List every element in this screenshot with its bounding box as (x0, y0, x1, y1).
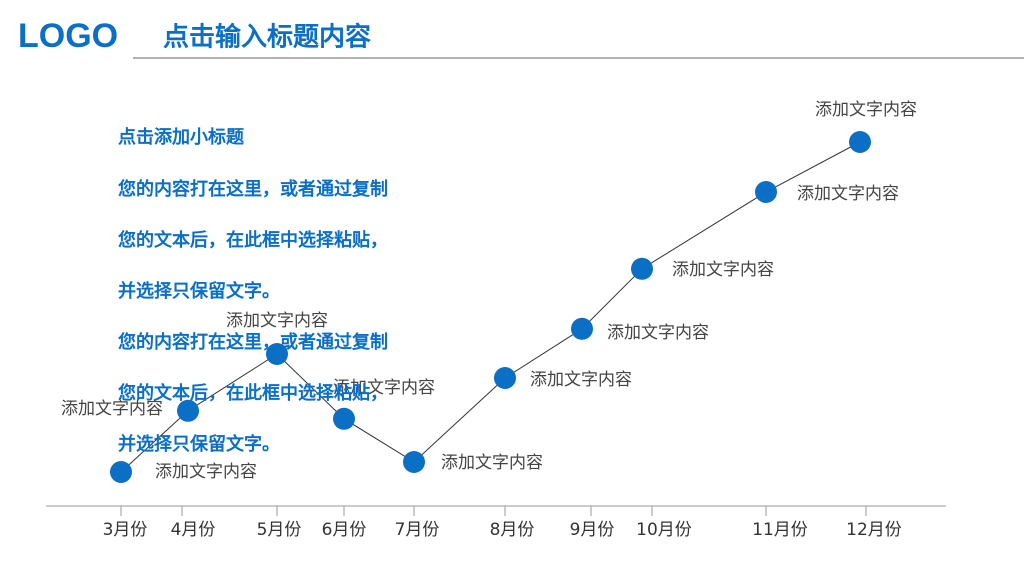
body-line: 您的文本后，在此框中选择粘贴， (118, 229, 388, 251)
x-tick-label: 10月份 (636, 520, 692, 540)
data-point (266, 343, 288, 365)
x-tick-label: 8月份 (490, 520, 535, 540)
point-label: 添加文字内容 (530, 370, 632, 390)
x-tick-label: 4月份 (171, 520, 216, 540)
point-label: 添加文字内容 (226, 311, 328, 331)
x-tick-label: 7月份 (395, 520, 440, 540)
point-label: 添加文字内容 (672, 260, 774, 280)
data-point (110, 461, 132, 483)
slide-title: 点击输入标题内容 (163, 22, 371, 53)
point-label: 添加文字内容 (797, 184, 899, 204)
point-label: 添加文字内容 (815, 100, 917, 120)
point-label: 添加文字内容 (441, 453, 543, 473)
data-point (177, 399, 199, 422)
point-label: 添加文字内容 (61, 399, 163, 419)
x-tick-label: 3月份 (103, 520, 148, 540)
x-tick-label: 12月份 (846, 520, 902, 540)
body-line: 您的内容打在这里，或者通过复制 (118, 178, 388, 200)
body-subtitle: 点击添加小标题 (118, 126, 245, 148)
data-point (755, 181, 777, 203)
point-label: 添加文字内容 (607, 323, 709, 343)
x-tick-label: 11月份 (752, 520, 808, 540)
data-point (849, 131, 871, 153)
x-tick-label: 6月份 (322, 520, 367, 540)
x-tick-label: 9月份 (570, 520, 615, 540)
data-line (120, 141, 861, 473)
body-line: 并选择只保留文字。 (118, 433, 280, 455)
data-point (571, 317, 593, 340)
data-point (403, 451, 425, 473)
data-point (494, 367, 516, 389)
point-label: 添加文字内容 (155, 462, 257, 482)
body-line: 您的内容打在这里，或者通过复制 (118, 331, 388, 353)
data-point (333, 407, 355, 430)
body-line: 并选择只保留文字。 (118, 280, 280, 302)
x-tick-label: 5月份 (257, 520, 302, 540)
body-line: 您的文本后，在此框中选择粘贴， (118, 382, 388, 404)
data-point (631, 257, 653, 280)
logo: LOGO (18, 17, 118, 55)
point-label: 添加文字内容 (333, 378, 435, 398)
